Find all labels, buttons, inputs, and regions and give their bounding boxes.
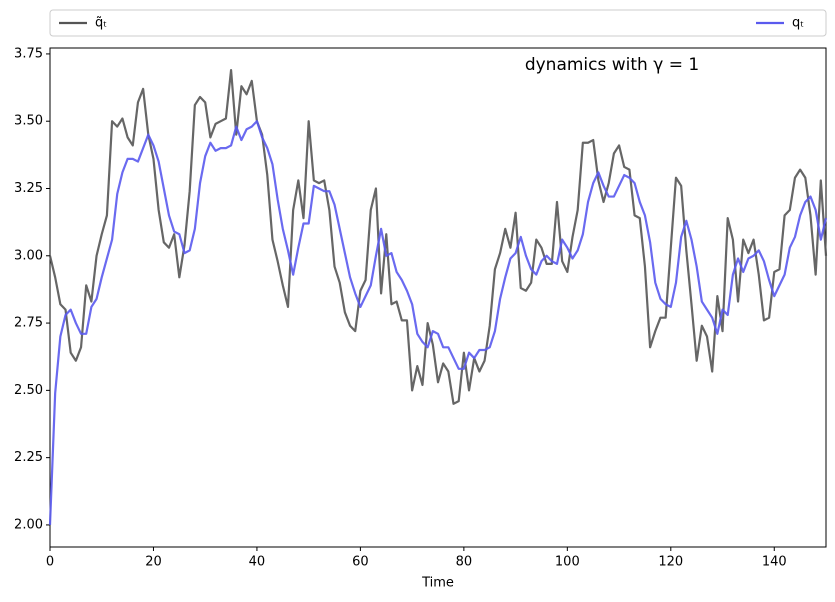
- y-tick-label: 3.25: [14, 181, 43, 196]
- legend-label: q̃ₜ: [95, 16, 107, 31]
- x-tick-label: 20: [145, 555, 162, 570]
- y-tick-label: 3.50: [14, 114, 43, 129]
- plot-frame: [49, 47, 827, 548]
- x-tick-label: 100: [555, 555, 580, 570]
- x-tick-label: 120: [658, 555, 683, 570]
- y-tick-label: 2.50: [14, 383, 43, 398]
- x-tick-label: 40: [249, 555, 266, 570]
- y-tick-label: 2.25: [14, 450, 43, 465]
- y-tick-label: 2.00: [14, 517, 43, 532]
- x-tick-label: 80: [456, 555, 473, 570]
- y-tick-label: 2.75: [14, 316, 43, 331]
- x-axis-label: Time: [421, 576, 454, 591]
- legend-box: [49, 9, 827, 37]
- x-tick-label: 140: [762, 555, 787, 570]
- annotation: dynamics with γ = 1: [525, 55, 699, 75]
- y-tick-label: 3.00: [14, 248, 43, 263]
- x-tick-label: 60: [352, 555, 369, 570]
- legend-label: qₜ: [792, 16, 804, 31]
- series-line: [48, 68, 828, 405]
- x-tick-label: 0: [46, 555, 54, 570]
- series-line: [48, 120, 828, 525]
- y-tick-label: 3.75: [14, 46, 43, 61]
